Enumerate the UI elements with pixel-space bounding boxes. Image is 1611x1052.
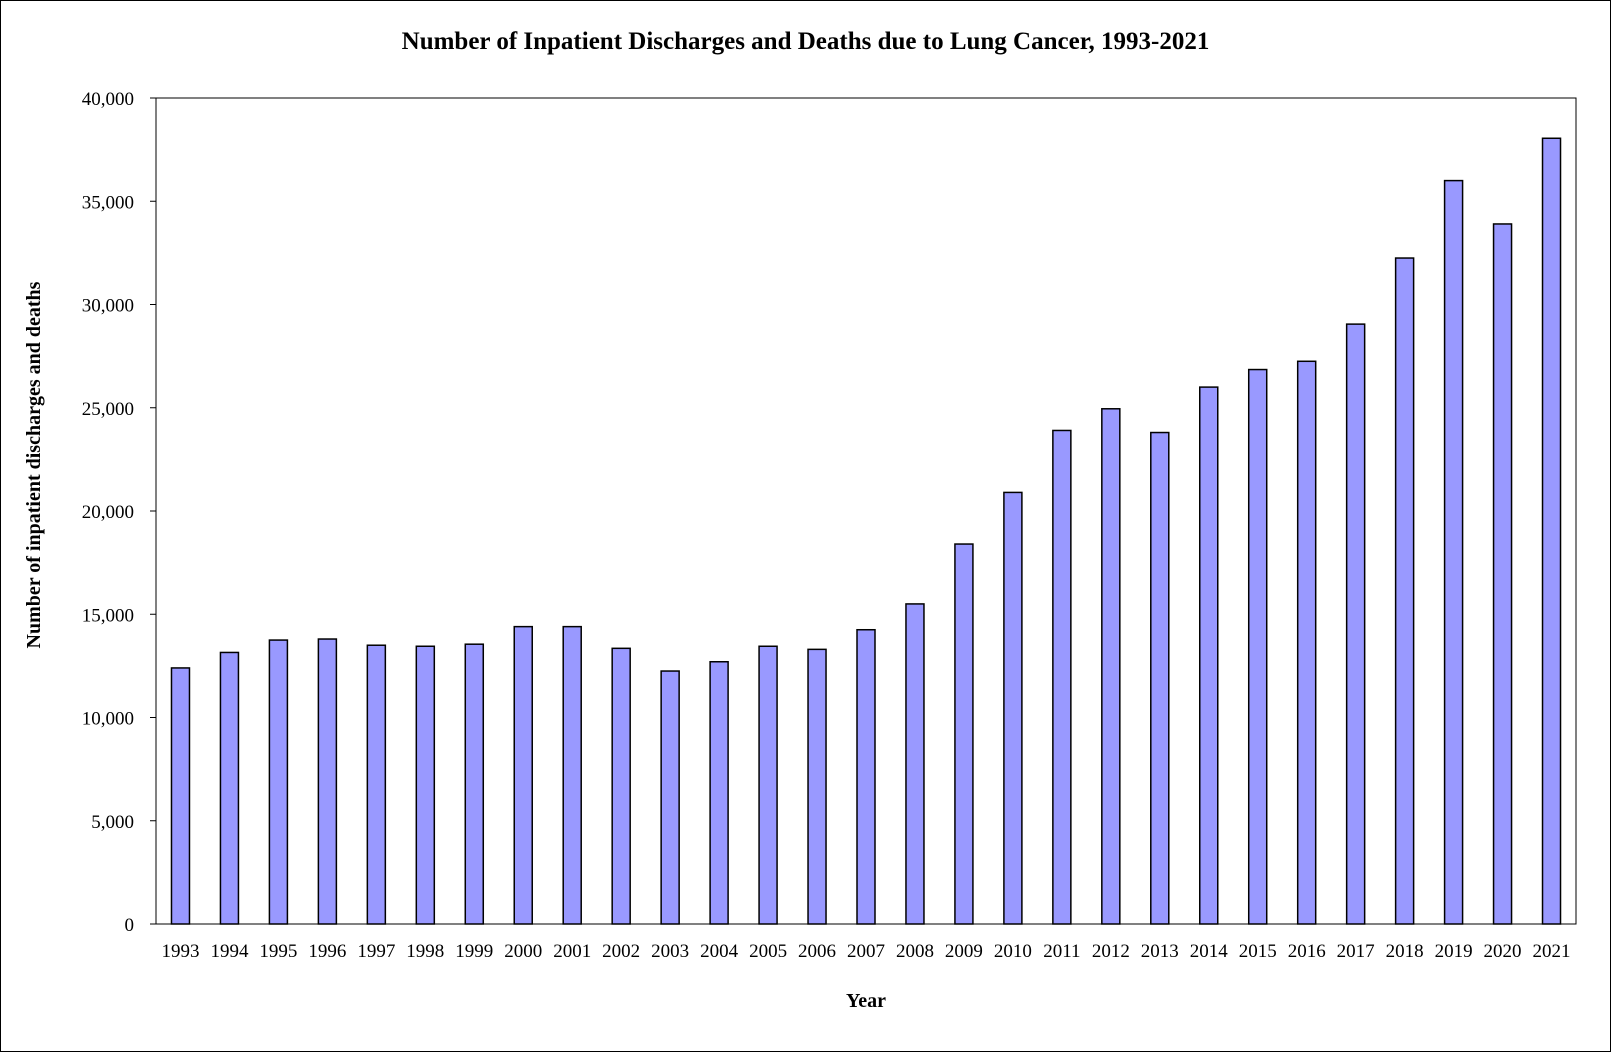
bar-2019: [1443, 179, 1464, 925]
x-tick-label-2003: 2003: [651, 941, 689, 962]
x-tick-label-2011: 2011: [1043, 941, 1080, 962]
x-tick-label-2010: 2010: [994, 941, 1032, 962]
bar-1993: [170, 667, 191, 925]
bar-1999: [464, 643, 485, 925]
y-axis-label: Number of inpatient discharges and death…: [23, 281, 45, 648]
x-tick-label-2001: 2001: [553, 941, 591, 962]
bar-2002: [611, 647, 631, 925]
x-tick-label-2020: 2020: [1484, 941, 1522, 962]
x-tick-label-1995: 1995: [259, 941, 297, 962]
x-tick-label-1998: 1998: [406, 941, 444, 962]
bar-2004: [709, 660, 729, 925]
x-tick-label-2021: 2021: [1533, 941, 1571, 962]
bar-2011: [1052, 429, 1072, 925]
y-tick-label: 10,000: [82, 709, 134, 730]
y-tick-label: 20,000: [82, 502, 134, 523]
y-tick-label: 0: [125, 915, 135, 936]
bar-2009: [954, 543, 974, 925]
x-tick-label-2004: 2004: [700, 941, 739, 962]
bar-2013: [1150, 431, 1170, 925]
x-tick-label-2015: 2015: [1239, 941, 1277, 962]
bar-2017: [1345, 323, 1366, 925]
x-axis-ticks: 1993 1994 1995 1996 1997 1998 1999 2000 2001 2002…: [161, 941, 1570, 962]
bar-2016: [1296, 360, 1317, 925]
bars: [170, 137, 1562, 925]
bar-2006: [807, 648, 827, 925]
plot-area: [155, 97, 1577, 925]
x-tick-label-2017: 2017: [1337, 941, 1375, 962]
bar-2010: [1003, 491, 1023, 925]
x-tick-label-1999: 1999: [455, 941, 493, 962]
y-tick-label: 25,000: [82, 399, 134, 420]
bar-2021: [1541, 137, 1562, 925]
x-tick-label-2006: 2006: [798, 941, 836, 962]
y-tick-label: 35,000: [82, 192, 134, 213]
x-tick-label-2000: 2000: [504, 941, 542, 962]
bar-2007: [856, 628, 876, 925]
x-axis-label: Year: [846, 990, 886, 1012]
x-tick-label-1993: 1993: [161, 941, 199, 962]
x-tick-label-2019: 2019: [1435, 941, 1473, 962]
x-tick-label-2009: 2009: [945, 941, 983, 962]
x-tick-label-2012: 2012: [1092, 941, 1130, 962]
bar-2008: [905, 603, 925, 925]
bar-2020: [1492, 223, 1513, 925]
x-tick-label-2018: 2018: [1386, 941, 1424, 962]
bar-2003: [660, 670, 680, 925]
bar-1995: [268, 639, 289, 925]
bar-2001: [562, 625, 582, 925]
bar-1998: [415, 645, 436, 925]
bar-2014: [1199, 386, 1219, 925]
bar-2015: [1247, 368, 1268, 925]
x-tick-label-2005: 2005: [749, 941, 787, 962]
y-tick-label: 5,000: [91, 812, 134, 833]
x-tick-label-2007: 2007: [847, 941, 885, 962]
x-tick-label-2002: 2002: [602, 941, 640, 962]
x-tick-label-2013: 2013: [1141, 941, 1179, 962]
bar-1994: [219, 651, 240, 925]
x-tick-label-2016: 2016: [1288, 941, 1326, 962]
bar-2012: [1101, 408, 1121, 925]
y-tick-label: 40,000: [82, 89, 134, 110]
x-tick-label-1997: 1997: [357, 941, 395, 962]
bar-1996: [317, 638, 338, 925]
y-tick-label: 30,000: [82, 296, 134, 317]
y-tick-label: 15,000: [82, 605, 134, 626]
y-axis-ticks: 0 5,000 10,000 15,000 20,000 25,000 30,000 35,0…: [82, 89, 156, 936]
chart-title: Number of Inpatient Discharges and Death…: [401, 28, 1210, 55]
x-tick-label-1994: 1994: [210, 941, 249, 962]
bar-2000: [513, 625, 533, 925]
x-tick-label-1996: 1996: [308, 941, 346, 962]
bar-2018: [1394, 257, 1415, 925]
x-tick-label-2014: 2014: [1190, 941, 1229, 962]
x-tick-label-2008: 2008: [896, 941, 934, 962]
bar-1997: [366, 644, 387, 925]
bar-2005: [758, 645, 778, 925]
